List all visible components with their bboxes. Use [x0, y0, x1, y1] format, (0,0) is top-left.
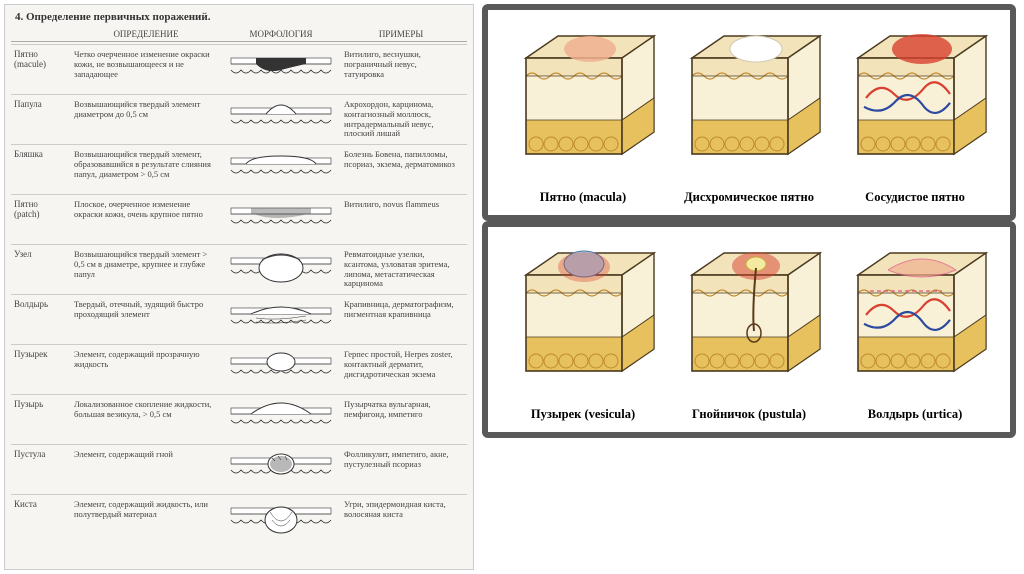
tile-group: Пятно (macula) Дисхромическое пятно: [482, 4, 1016, 221]
lesion-examples: Ревматоидные узелки, ксантома, узловатая…: [341, 248, 461, 291]
morphology-icon: [221, 48, 341, 88]
lesion-name: Узел: [11, 248, 71, 262]
lesion-definition: Возвышающийся твердый элемент, образовав…: [71, 148, 221, 181]
table-row: Пятно(patch) Плоское, очерченное изменен…: [11, 194, 467, 244]
col-empty: [11, 29, 71, 39]
skin-tile: Пятно (macula): [504, 24, 662, 205]
morphology-icon: [221, 448, 341, 488]
lesion-definition: Возвышающийся твердый элемент диаметром …: [71, 98, 221, 122]
lesion-definition: Возвышающийся твердый элемент > 0,5 см в…: [71, 248, 221, 281]
lesion-name: Волдырь: [11, 298, 71, 312]
lesion-name: Пустула: [11, 448, 71, 462]
lesion-examples: Витилиго, веснушки, пограничный невус, т…: [341, 48, 461, 81]
lesion-examples: Пузырчатка вульгарная, пемфигоид, импети…: [341, 398, 461, 422]
skin-cube-icon: [674, 24, 824, 184]
table-row: Узел Возвышающийся твердый элемент > 0,5…: [11, 244, 467, 294]
skin-tile: Пузырек (vesicula): [504, 241, 662, 422]
skin-cube-icon: [508, 241, 658, 401]
lesion-name: Бляшка: [11, 148, 71, 162]
col-def: ОПРЕДЕЛЕНИЕ: [71, 29, 221, 39]
table-row: Пузырь Локализованное скопление жидкости…: [11, 394, 467, 444]
tile-label: Пузырек (vesicula): [531, 407, 635, 422]
lesion-name: Киста: [11, 498, 71, 512]
lesion-examples: Болезнь Бовена, папилломы, псориаз, экзе…: [341, 148, 461, 172]
lesion-definition: Плоское, очерченное изменение окраски ко…: [71, 198, 221, 222]
skin-cube-icon: [508, 24, 658, 184]
tile-group: Пузырек (vesicula) Гнойничок (pustula): [482, 221, 1016, 438]
lesion-examples: Угри, эпидермоидная киста, волосяная кис…: [341, 498, 461, 522]
lesion-definition: Элемент, содержащий прозрачную жидкость: [71, 348, 221, 372]
lesion-name: Папула: [11, 98, 71, 112]
lesion-table: 4. Определение первичных поражений. ОПРЕ…: [4, 4, 474, 570]
morphology-icon: [221, 348, 341, 388]
right-panel: Пятно (macula) Дисхромическое пятно: [482, 4, 1016, 570]
lesion-name: Пятно(patch): [11, 198, 71, 222]
lesion-name: Пузырек: [11, 348, 71, 362]
skin-cube-icon: [674, 241, 824, 401]
table-row: Пузырек Элемент, содержащий прозрачную ж…: [11, 344, 467, 394]
tile-label: Гнойничок (pustula): [692, 407, 806, 422]
tile-label: Пятно (macula): [540, 190, 626, 205]
tile-label: Сосудистое пятно: [865, 190, 965, 205]
tile-label: Дисхромическое пятно: [684, 190, 814, 205]
lesion-name: Пятно(macule): [11, 48, 71, 72]
col-ex: ПРИМЕРЫ: [341, 29, 461, 39]
tile-label: Волдырь (urtica): [868, 407, 962, 422]
morphology-icon: [221, 248, 341, 288]
morphology-icon: [221, 198, 341, 238]
left-title: 4. Определение первичных поражений.: [11, 9, 467, 27]
lesion-examples: Фолликулит, импетиго, акне, пустулезный …: [341, 448, 461, 472]
lesion-examples: Витилиго, novus flammeus: [341, 198, 461, 212]
lesion-examples: Крапивница, дерматографизм, пигментная к…: [341, 298, 461, 322]
lesion-definition: Элемент, содержащий гной: [71, 448, 221, 462]
morphology-icon: [221, 298, 341, 338]
table-row: Папула Возвышающийся твердый элемент диа…: [11, 94, 467, 144]
table-row: Волдырь Твердый, отечный, зудящий быстро…: [11, 294, 467, 344]
morphology-icon: [221, 98, 341, 138]
morphology-icon: [221, 398, 341, 438]
lesion-definition: Четко очерченное изменение окраски кожи,…: [71, 48, 221, 81]
morphology-icon: [221, 498, 341, 538]
skin-tile: Сосудистое пятно: [836, 24, 994, 205]
morphology-icon: [221, 148, 341, 188]
lesion-name: Пузырь: [11, 398, 71, 412]
table-row: Бляшка Возвышающийся твердый элемент, об…: [11, 144, 467, 194]
table-row: Киста Элемент, содержащий жидкость, или …: [11, 494, 467, 544]
table-row: Пустула Элемент, содержащий гной Фоллику…: [11, 444, 467, 494]
skin-tile: Гнойничок (pustula): [670, 241, 828, 422]
lesion-definition: Локализованное скопление жидкости, больш…: [71, 398, 221, 422]
skin-cube-icon: [840, 241, 990, 401]
lesion-definition: Элемент, содержащий жидкость, или полутв…: [71, 498, 221, 522]
col-morph: МОРФОЛОГИЯ: [221, 29, 341, 39]
skin-tile: Дисхромическое пятно: [670, 24, 828, 205]
lesion-definition: Твердый, отечный, зудящий быстро проходя…: [71, 298, 221, 322]
lesion-examples: Герпес простой, Herpes zoster, контактны…: [341, 348, 461, 381]
skin-tile: Волдырь (urtica): [836, 241, 994, 422]
table-row: Пятно(macule) Четко очерченное изменение…: [11, 44, 467, 94]
lesion-examples: Акрохордон, карцинома, контагиозный молл…: [341, 98, 461, 141]
skin-cube-icon: [840, 24, 990, 184]
left-header: ОПРЕДЕЛЕНИЕ МОРФОЛОГИЯ ПРИМЕРЫ: [11, 27, 467, 42]
